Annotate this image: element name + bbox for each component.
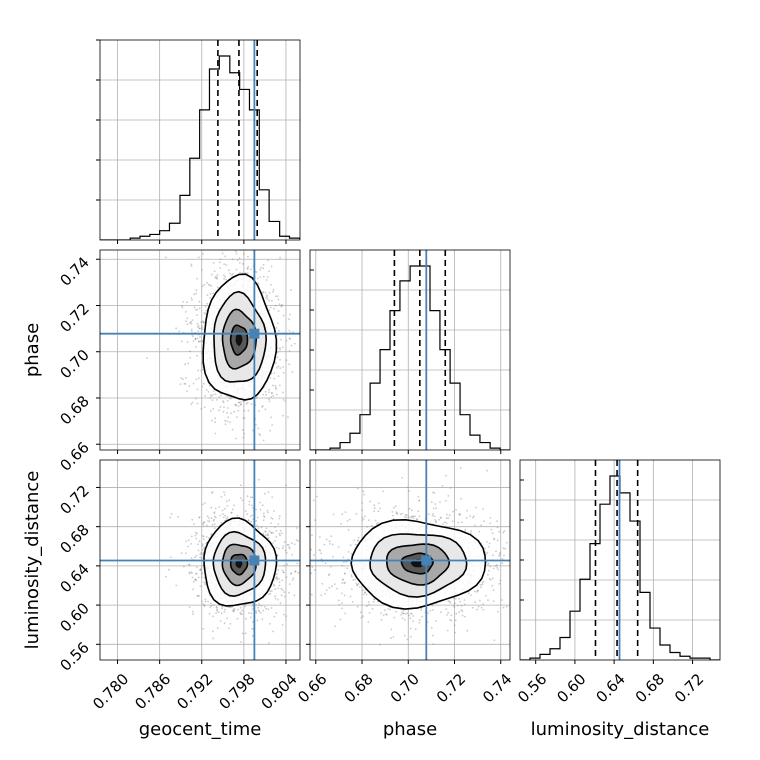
hist-panel-phase [309,249,511,451]
hist-panel-geocent_time [96,39,301,241]
contour-line [213,290,268,383]
x-tick-label: 0.64 [593,670,629,706]
x-axis-label-phase: phase [383,719,437,740]
y-tick-label: 0.68 [56,521,92,557]
x-tick-label: 0.74 [479,670,515,706]
y-tick-label: 0.72 [56,300,92,336]
2d-panel-geocent_time-luminosity_distance [99,459,301,661]
x-tick-label: 0.786 [131,670,174,713]
x-tick-label: 0.798 [216,670,259,713]
histogram-step-phase [310,265,510,450]
density-fill [235,334,243,346]
contour-line [212,530,267,598]
x-tick-label: 0.72 [671,670,707,706]
contour-line [229,324,249,356]
histogram-step-geocent_time [100,55,300,240]
contour-line [385,543,451,586]
contour-line [202,273,278,401]
density-fill [235,559,243,569]
x-ticks-geocent_time: 0.780 0.786 0.792 0.798 0.804 [89,660,301,713]
2d-panel-phase-luminosity_distance [309,459,511,661]
panel-frame [99,39,301,241]
x-tick-label: 0.804 [258,670,301,713]
y-tick-label: 0.68 [56,392,92,428]
panel-frame [309,459,511,661]
y-tick-label: 0.66 [56,438,92,474]
x-tick-label: 0.792 [173,670,216,713]
x-ticks-phase: 0.66 0.68 0.70 0.72 0.74 [294,660,516,706]
panel-frame [99,459,301,661]
contour-line [221,308,257,370]
x-tick-label: 0.72 [433,670,469,706]
contour-line [221,543,257,587]
y-tick-label: 0.56 [56,638,92,674]
x-ticks-phase [315,450,502,454]
hist-panel-luminosity_distance [519,459,721,661]
panel-frame [99,249,301,451]
x-tick-label: 0.60 [553,670,589,706]
x-tick-label: 0.56 [514,670,550,706]
truth-marker [249,328,260,339]
y-ticks-luminosity_distance [306,486,310,645]
y-tick-label: 0.70 [56,346,92,382]
truth-marker [421,555,432,566]
2d-panel-geocent_time-phase [99,249,301,451]
contour-line [369,533,468,598]
y-ticks-luminosity_distance: 0.560.600.640.680.72 [56,482,100,675]
y-axis-label-luminosity_distance: luminosity_distance [22,471,43,650]
x-axis-label-geocent_time: geocent_time [139,719,262,740]
x-tick-label: 0.68 [632,670,668,706]
x-axis-label-luminosity_distance: luminosity_distance [531,719,710,740]
x-ticks-luminosity_distance: 0.56 0.60 0.64 0.68 0.72 [514,660,707,706]
x-tick-label: 0.70 [387,670,423,706]
contour-line [350,518,487,610]
contour-line [229,553,249,576]
y-tick-label: 0.72 [56,482,92,518]
truth-marker [249,555,260,566]
x-tick-label: 0.780 [89,670,132,713]
x-ticks-geocent_time [117,450,287,454]
y-tick-label: 0.74 [56,253,92,289]
x-ticks-geocent_time [117,240,287,244]
contour-line [203,517,278,607]
x-tick-label: 0.68 [340,670,376,706]
x-tick-label: 0.66 [294,670,330,706]
y-axis-label-phase: phase [22,323,43,377]
y-tick-label: 0.64 [56,560,92,596]
y-tick-label: 0.60 [56,599,92,635]
y-ticks-phase: 0.66 0.68 0.70 0.72 0.74 [56,253,100,475]
